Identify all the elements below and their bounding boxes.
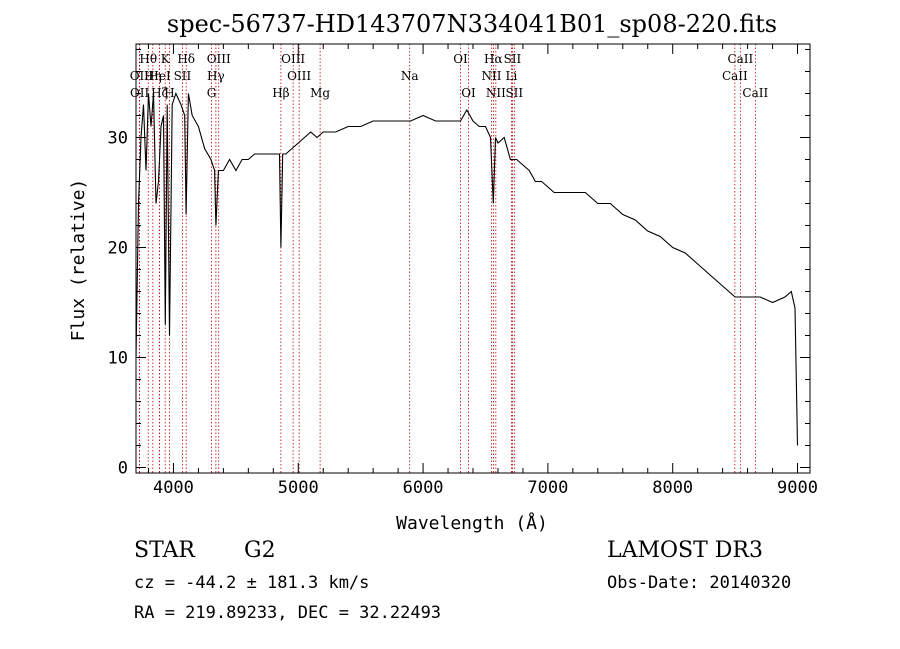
marker-label: Hζ	[151, 86, 168, 100]
x-tick-label: 7000	[527, 478, 568, 498]
marker-label: CaII	[722, 69, 748, 83]
marker-label: Hβ	[272, 86, 289, 100]
marker-label: CaII	[727, 52, 753, 66]
plot-frame	[135, 43, 811, 474]
marker-label: OI	[461, 86, 476, 100]
marker-label: SII	[505, 86, 523, 100]
y-tick-label: 0	[118, 459, 128, 479]
x-tick-label: 8000	[652, 478, 693, 498]
marker-label: OIII	[281, 52, 305, 66]
object-class: STAR	[134, 538, 195, 563]
x-axis-label: Wavelength (Å)	[396, 512, 548, 534]
marker-label: Hδ	[177, 52, 195, 66]
marker-label: HeI	[148, 69, 171, 83]
marker-label: NII	[481, 69, 501, 83]
marker-label: Hα	[484, 52, 503, 66]
x-tick-label: 6000	[403, 478, 444, 498]
chart-title: spec-56737-HD143707N334041B01_sp08-220.f…	[167, 10, 777, 38]
marker-label: Hη	[144, 69, 162, 83]
marker-label: CaII	[742, 86, 768, 100]
x-axis-ticks: 4000 5000 6000 7000 8000 9000	[147, 44, 818, 498]
marker-label: Li	[506, 69, 518, 83]
spectrum-line	[135, 92, 799, 446]
subclass: G2	[244, 538, 276, 563]
marker-label: OIII	[207, 52, 231, 66]
marker-label: NII	[486, 86, 506, 100]
marker-label: SII	[174, 69, 192, 83]
spectral-line-markers	[138, 44, 756, 473]
y-axis-label: Flux (relative)	[68, 179, 89, 342]
marker-label: Mg	[310, 86, 330, 100]
obs-date: Obs-Date: 20140320	[607, 573, 792, 593]
marker-label: OII	[130, 69, 150, 83]
survey-name: LAMOST DR3	[607, 538, 763, 563]
marker-label: OIII	[287, 69, 311, 83]
marker-label: K	[161, 52, 171, 66]
y-tick-label: 30	[108, 129, 128, 149]
x-tick-label: 4000	[153, 478, 194, 498]
y-tick-label: 10	[108, 349, 128, 369]
marker-label: H	[164, 86, 174, 100]
marker-label: SII	[504, 52, 522, 66]
marker-label: G	[207, 86, 217, 100]
x-tick-label: 9000	[777, 478, 818, 498]
marker-label: Hγ	[207, 69, 225, 83]
redshift-text: cz = -44.2 ± 181.3 km/s	[134, 573, 370, 593]
marker-label: Hθ	[139, 52, 157, 66]
y-axis-ticks: 0 10 20 30	[108, 49, 810, 479]
x-tick-label: 5000	[278, 478, 319, 498]
marker-label: OI	[453, 52, 468, 66]
y-tick-label: 20	[108, 239, 128, 259]
marker-label: Na	[401, 69, 419, 83]
coordinates: RA = 219.89233, DEC = 32.22493	[134, 603, 442, 623]
